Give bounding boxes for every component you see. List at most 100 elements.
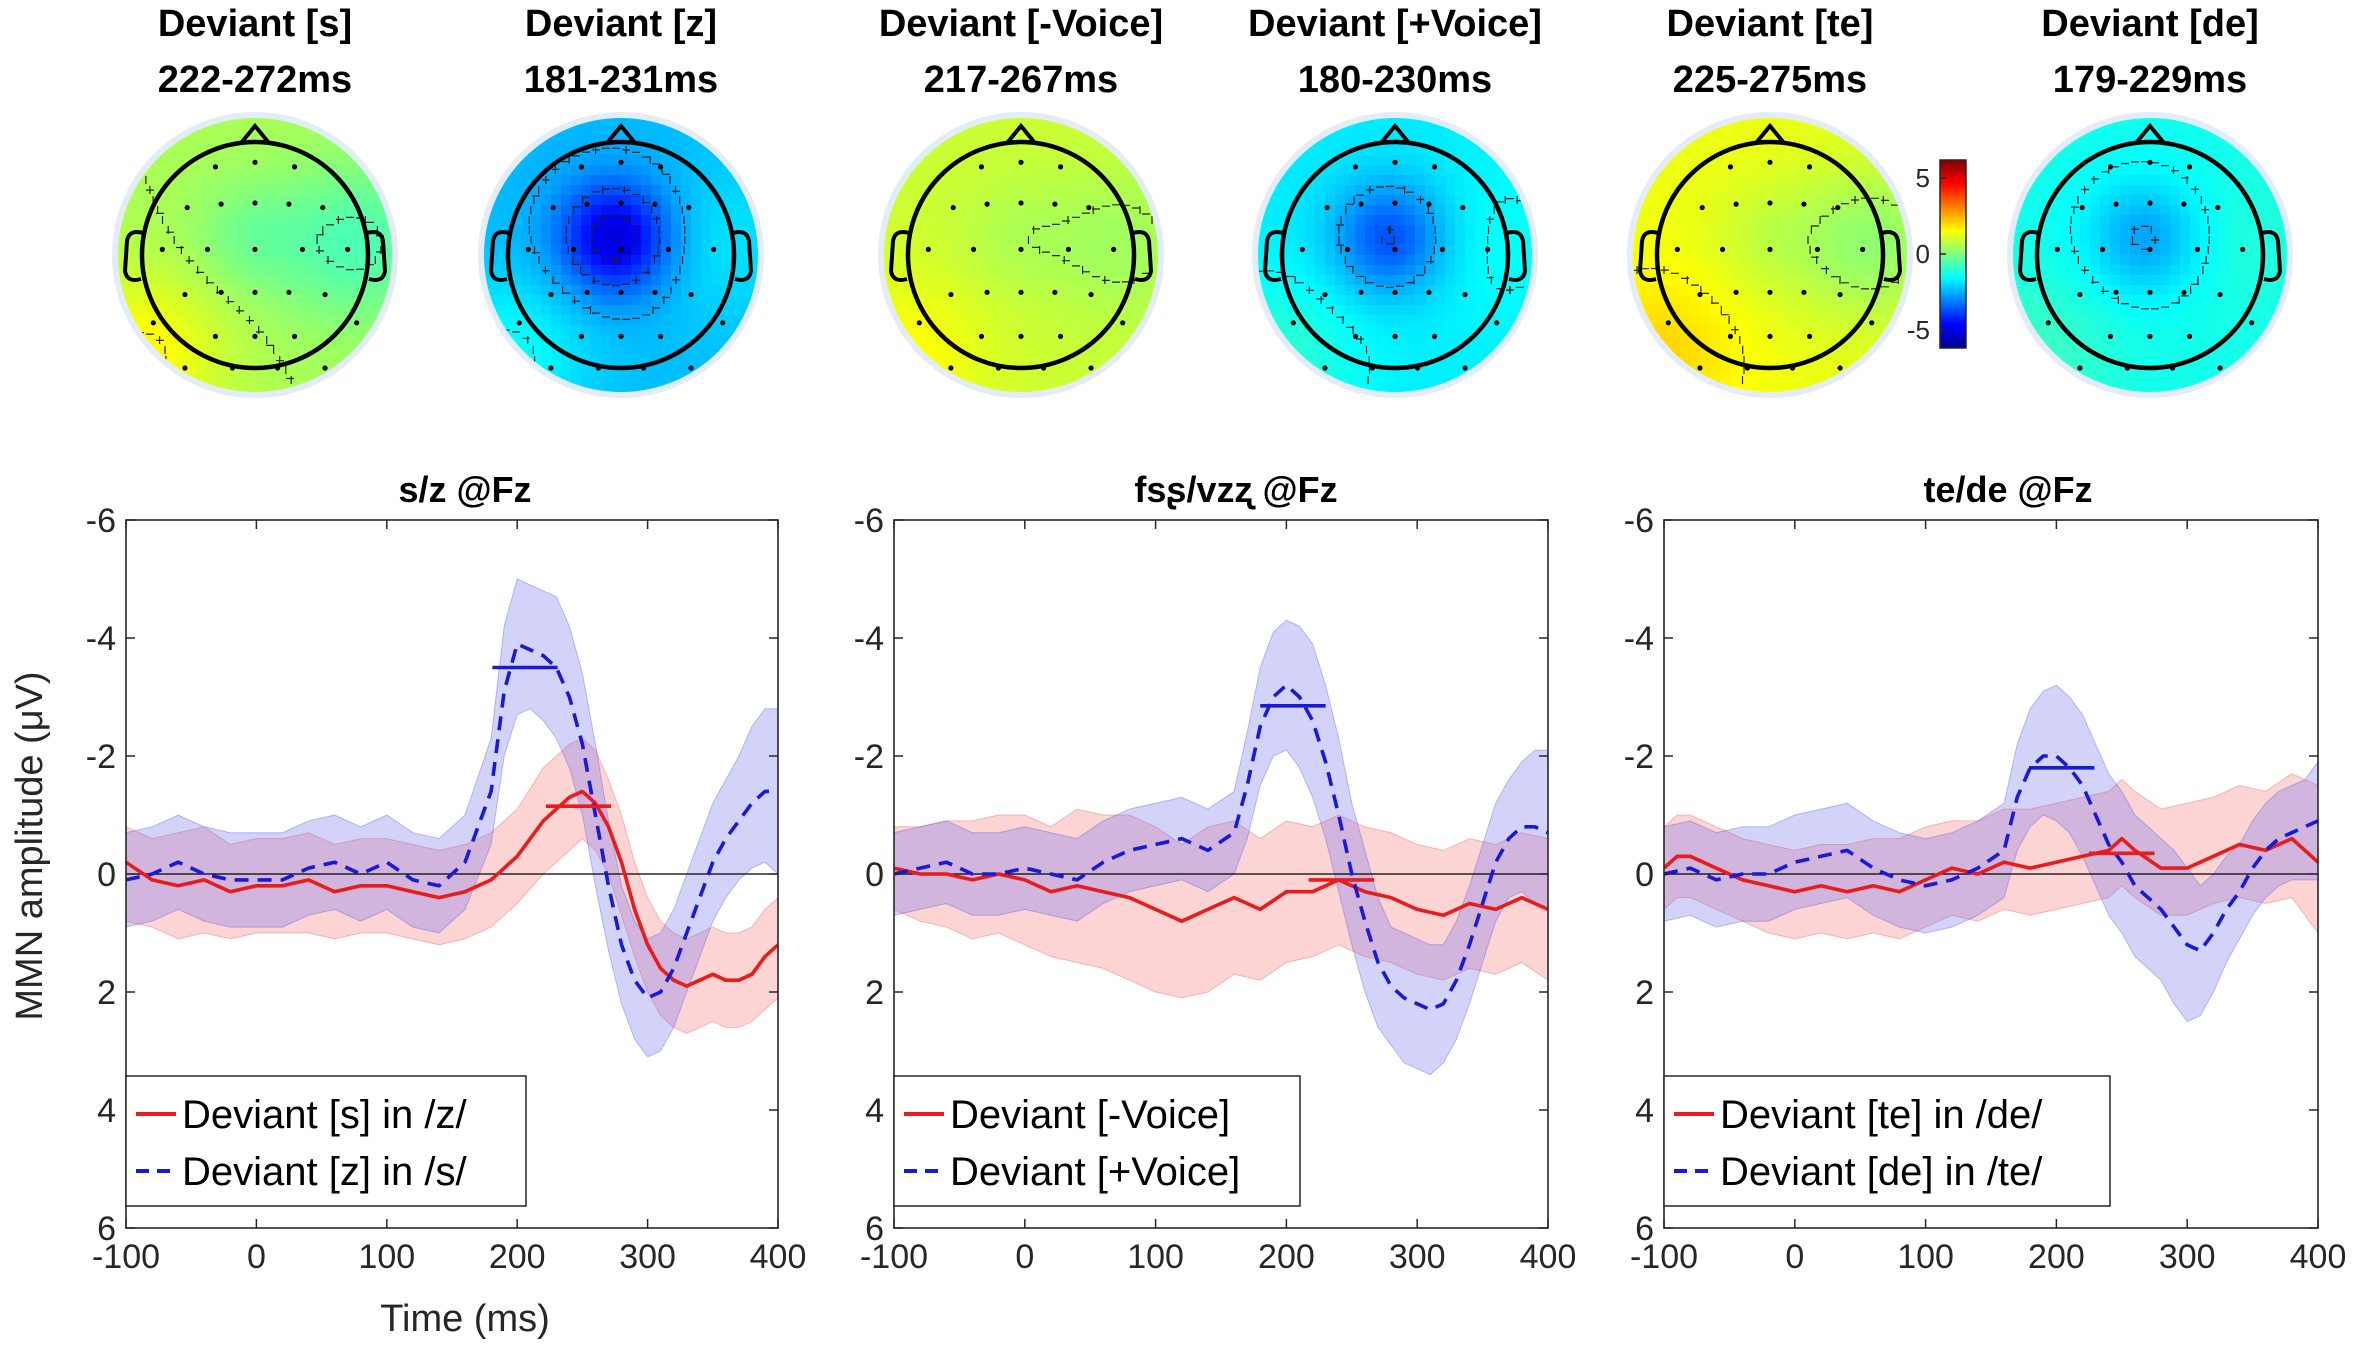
x-tick-label: 100 (1127, 1238, 1184, 1276)
electrode (686, 204, 692, 211)
electrode (252, 333, 258, 339)
electrode (1415, 365, 1421, 371)
nose (1754, 122, 1786, 145)
electrode (2107, 164, 2114, 170)
electrode (978, 333, 985, 339)
electrode (2194, 246, 2201, 252)
topo-title-1: Deviant [s] (158, 3, 352, 45)
electrode (1392, 246, 1398, 252)
electrode (1697, 291, 1703, 298)
topo-window-4: 180-230ms (1298, 59, 1492, 101)
topo-title-5: Deviant [te] (1667, 3, 1874, 45)
electrode (1806, 164, 1813, 170)
electrode (1801, 201, 1807, 207)
electrode (1392, 159, 1398, 165)
panel-title-3: te/de @Fz (1923, 469, 2092, 510)
electrode (184, 204, 190, 211)
electrode (618, 159, 624, 165)
electrode (657, 333, 664, 339)
electrode (1719, 246, 1726, 252)
electrode (978, 164, 985, 170)
topomap-1 (112, 112, 398, 398)
electrode (516, 320, 522, 326)
y-tick-label: -2 (854, 738, 884, 776)
electrode (150, 320, 156, 326)
electrode (1088, 291, 1094, 298)
y-tick-label: -6 (86, 502, 116, 540)
y-tick-label: -2 (86, 738, 116, 776)
electrode (1426, 201, 1432, 207)
left-ear (2017, 230, 2039, 282)
electrode (584, 289, 590, 295)
x-tick-label: 200 (2028, 1238, 2085, 1276)
series-line-blue (1663, 754, 2319, 953)
electrode (1057, 333, 1064, 339)
electrode (1392, 333, 1398, 339)
series-line-blue (893, 683, 1549, 1012)
y-tick-label: 4 (1635, 1092, 1654, 1130)
electrode (984, 289, 990, 295)
electrode (320, 204, 326, 211)
electrode (1744, 365, 1750, 371)
electrode (1837, 291, 1843, 298)
panel-title-2: fsʂ/vzʐ @Fz (1134, 469, 1337, 510)
electrode (2147, 159, 2153, 165)
electrode (1814, 246, 1821, 252)
electrode (1358, 201, 1364, 207)
y-tick-label: -4 (86, 620, 116, 658)
right-ear (366, 230, 388, 282)
electrode (2045, 320, 2051, 326)
electrode (1837, 365, 1843, 371)
electrode (1111, 246, 1117, 252)
electrode (578, 164, 585, 170)
electrode (720, 320, 726, 326)
x-tick-label: 400 (750, 1238, 807, 1276)
topo-title-4: Deviant [+Voice] (1248, 3, 1542, 45)
electrode (286, 201, 292, 207)
left-ear (1262, 230, 1284, 282)
x-tick-label: 300 (2159, 1238, 2216, 1276)
electrode (711, 246, 717, 252)
electrode (970, 246, 977, 252)
head-outline (505, 139, 737, 371)
electrode (291, 164, 298, 170)
legend-3: Deviant [te] in /de/ Deviant [de] in /te… (1663, 1075, 2111, 1207)
x-tick-label: 300 (619, 1238, 676, 1276)
y-tick-label: 0 (1635, 856, 1654, 894)
legend-2-entry-2: Deviant [+Voice] (950, 1150, 1240, 1194)
electrode (2240, 246, 2246, 252)
electrode (275, 365, 281, 371)
nose (2134, 122, 2166, 145)
electrode (218, 289, 224, 295)
x-tick-label: 0 (1015, 1238, 1034, 1276)
electrode (984, 201, 990, 207)
electrode (1699, 204, 1705, 211)
electrode (2113, 201, 2119, 207)
electrode (2170, 365, 2176, 371)
x-tick-label: 300 (1389, 1238, 1446, 1276)
topomap-6 (2007, 112, 2293, 398)
electrode (652, 201, 658, 207)
x-tick-label: 0 (1785, 1238, 1804, 1276)
left-ear (488, 230, 510, 282)
electrode (1462, 365, 1468, 371)
topomap-4 (1252, 112, 1538, 398)
right-ear (1881, 230, 1903, 282)
nose (1379, 122, 1411, 145)
electrode (1767, 159, 1773, 165)
topo-title-3: Deviant [-Voice] (879, 3, 1163, 45)
electrode (1665, 320, 1671, 326)
electrode (1835, 204, 1841, 211)
legend-2: Deviant [-Voice] Deviant [+Voice] (893, 1075, 1301, 1207)
electrode (1733, 289, 1739, 295)
y-tick-label: -2 (1624, 738, 1654, 776)
electrode (2186, 164, 2193, 170)
electrode (182, 291, 188, 298)
electrode (665, 246, 672, 252)
y-tick-label: 2 (1635, 974, 1654, 1012)
electrode (1439, 246, 1446, 252)
electrode (641, 365, 647, 371)
nose (1005, 122, 1037, 145)
x-tick-label: -100 (860, 1238, 928, 1276)
electrode (252, 159, 258, 165)
